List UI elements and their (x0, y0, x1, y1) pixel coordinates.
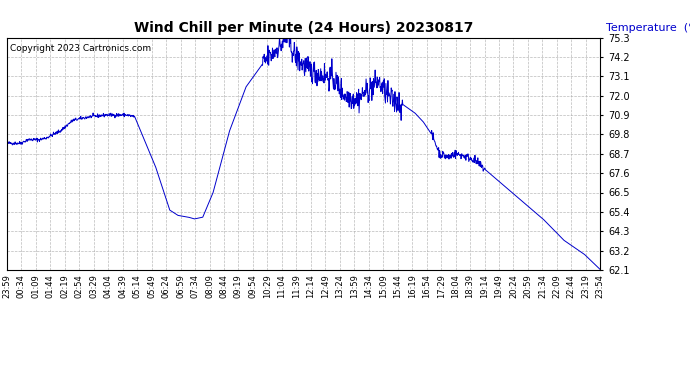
Text: Temperature  (°F): Temperature (°F) (607, 23, 690, 33)
Text: Copyright 2023 Cartronics.com: Copyright 2023 Cartronics.com (10, 45, 151, 54)
Title: Wind Chill per Minute (24 Hours) 20230817: Wind Chill per Minute (24 Hours) 2023081… (134, 21, 473, 35)
